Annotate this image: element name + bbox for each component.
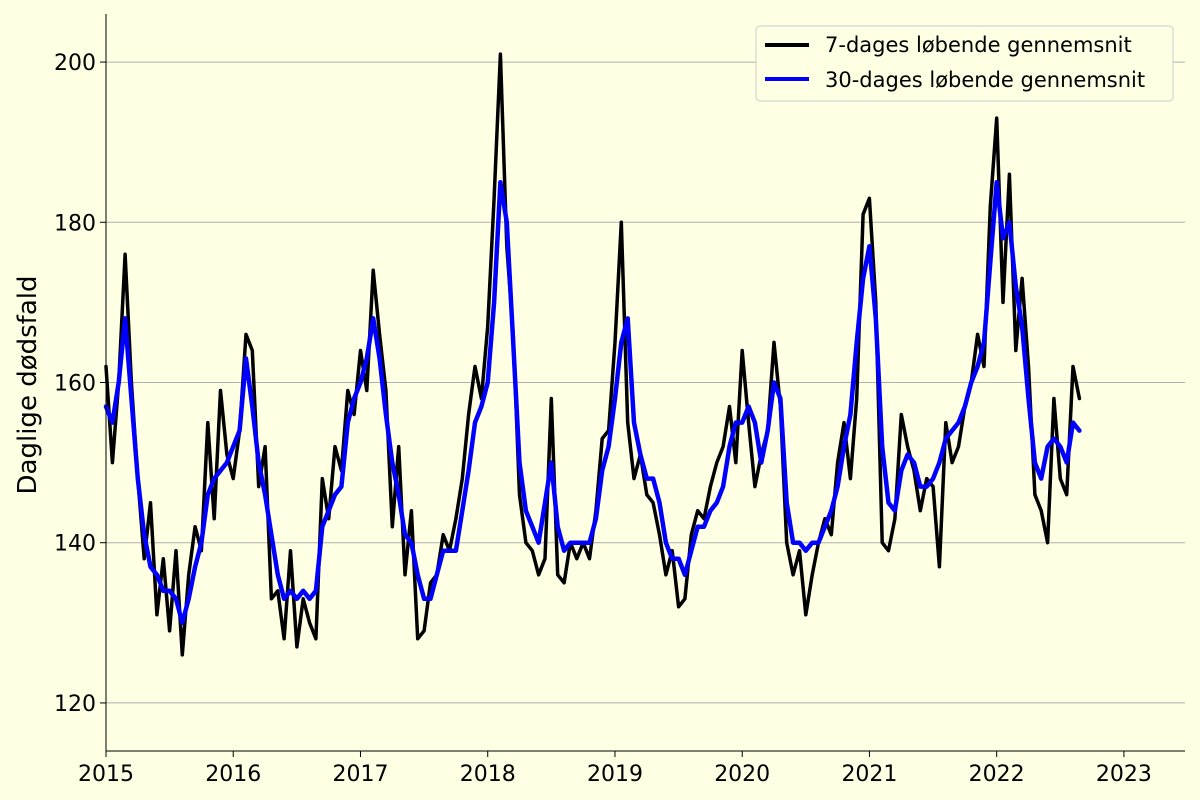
x-tick-label-2023: 2023 [1096,762,1152,787]
x-tick-label-2018: 2018 [460,762,516,787]
x-tick-label-2016: 2016 [205,762,261,787]
legend-label-7-day: 7-dages løbende gennemsnit [825,33,1132,57]
x-tick-label-2021: 2021 [841,762,897,787]
series-layer [103,52,1082,657]
x-tick-label-2019: 2019 [587,762,643,787]
y-tick-label-120: 120 [54,692,96,717]
x-tick-label-2015: 2015 [78,762,134,787]
x-ticks: 2015 2016 2017 2018 2019 2020 2021 2022 2023 [78,751,1152,787]
y-axis-title: Daglige dødsfald [13,276,43,495]
legend[interactable]: 7-dages løbende gennemsnit 30-dages løbe… [755,25,1174,102]
y-ticks: 120 140 160 180 200 [54,51,106,717]
legend-box [755,25,1174,102]
x-tick-label-2020: 2020 [714,762,770,787]
y-tick-label-200: 200 [54,51,96,76]
series-line-7-day [104,52,1082,657]
legend-label-30-day: 30-dages løbende gennemsnit [825,68,1145,92]
y-tick-label-180: 180 [54,211,96,236]
x-tick-label-2017: 2017 [332,762,388,787]
gridlines [106,61,1185,704]
x-tick-label-2022: 2022 [969,762,1025,787]
y-tick-label-160: 160 [54,372,96,397]
y-tick-label-140: 140 [54,532,96,557]
series-line-30-day [103,179,1082,626]
